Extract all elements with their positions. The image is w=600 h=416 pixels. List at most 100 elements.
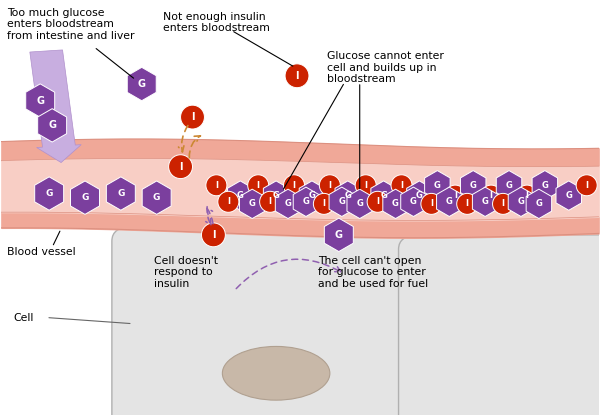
Polygon shape	[383, 189, 408, 218]
Text: G: G	[308, 191, 316, 200]
Polygon shape	[106, 177, 136, 210]
Text: G: G	[410, 197, 417, 206]
Ellipse shape	[457, 193, 478, 214]
Polygon shape	[472, 187, 498, 216]
Text: G: G	[446, 197, 453, 206]
Text: Cell: Cell	[13, 312, 34, 322]
Ellipse shape	[313, 193, 334, 214]
Text: I: I	[466, 199, 469, 208]
Text: G: G	[356, 199, 363, 208]
Ellipse shape	[421, 193, 442, 214]
Text: Not enough insulin
enters bloodstream: Not enough insulin enters bloodstream	[163, 12, 269, 33]
Polygon shape	[329, 187, 355, 216]
Ellipse shape	[223, 347, 330, 400]
Polygon shape	[335, 181, 361, 210]
Polygon shape	[127, 67, 156, 101]
Text: I: I	[364, 181, 367, 190]
Text: G: G	[82, 193, 89, 202]
Text: G: G	[506, 181, 512, 190]
Ellipse shape	[367, 191, 388, 212]
Text: I: I	[257, 181, 260, 190]
Polygon shape	[239, 189, 265, 218]
Text: I: I	[585, 181, 588, 190]
Text: I: I	[227, 197, 230, 206]
Ellipse shape	[481, 185, 502, 206]
Text: I: I	[328, 181, 331, 190]
Text: Glucose cannot enter
cell and builds up in
bloodstream: Glucose cannot enter cell and builds up …	[327, 51, 444, 84]
Text: I: I	[526, 191, 529, 200]
Text: G: G	[153, 193, 160, 202]
Polygon shape	[532, 171, 557, 200]
Polygon shape	[347, 189, 373, 218]
Text: G: G	[416, 191, 423, 200]
Ellipse shape	[285, 64, 309, 88]
Ellipse shape	[260, 191, 281, 212]
Text: I: I	[454, 191, 457, 200]
Text: G: G	[117, 189, 125, 198]
Ellipse shape	[355, 175, 376, 196]
Polygon shape	[496, 171, 522, 200]
Polygon shape	[401, 187, 426, 216]
Polygon shape	[371, 181, 397, 210]
Ellipse shape	[493, 193, 514, 214]
Text: G: G	[535, 199, 542, 208]
Ellipse shape	[169, 155, 193, 178]
Text: G: G	[434, 181, 441, 190]
Text: I: I	[269, 197, 272, 206]
Polygon shape	[227, 181, 253, 210]
Text: Cell doesn't
respond to
insulin: Cell doesn't respond to insulin	[154, 255, 218, 289]
Polygon shape	[263, 181, 289, 210]
Text: G: G	[482, 197, 488, 206]
Ellipse shape	[284, 175, 305, 196]
Text: G: G	[380, 191, 387, 200]
Polygon shape	[275, 189, 301, 218]
Text: I: I	[376, 197, 379, 206]
Text: G: G	[541, 181, 548, 190]
Text: G: G	[338, 197, 345, 206]
Ellipse shape	[218, 191, 239, 212]
Text: Blood vessel: Blood vessel	[7, 247, 76, 257]
Text: G: G	[392, 199, 399, 208]
Text: I: I	[502, 199, 505, 208]
Polygon shape	[508, 187, 534, 216]
Text: Too much glucose
enters bloodstream
from intestine and liver: Too much glucose enters bloodstream from…	[7, 7, 135, 41]
Text: G: G	[237, 191, 244, 200]
Text: The cell can't open
for glucose to enter
and be used for fuel: The cell can't open for glucose to enter…	[318, 255, 428, 289]
Text: G: G	[335, 230, 343, 240]
Ellipse shape	[248, 175, 269, 196]
Text: G: G	[138, 79, 146, 89]
Ellipse shape	[391, 175, 412, 196]
Text: G: G	[344, 191, 351, 200]
Text: G: G	[284, 199, 292, 208]
FancyBboxPatch shape	[398, 235, 600, 416]
Text: I: I	[322, 199, 325, 208]
Text: I: I	[191, 112, 194, 122]
Ellipse shape	[206, 175, 227, 196]
Text: I: I	[179, 162, 182, 172]
Text: I: I	[215, 181, 218, 190]
Ellipse shape	[181, 105, 205, 129]
Text: G: G	[518, 197, 524, 206]
Polygon shape	[299, 181, 325, 210]
Text: G: G	[46, 189, 53, 198]
Text: I: I	[212, 230, 215, 240]
Polygon shape	[38, 109, 67, 142]
Polygon shape	[460, 171, 486, 200]
Text: G: G	[48, 120, 56, 130]
FancyBboxPatch shape	[112, 227, 452, 416]
Polygon shape	[556, 181, 581, 210]
Polygon shape	[437, 187, 462, 216]
Polygon shape	[26, 84, 55, 117]
Text: G: G	[302, 197, 310, 206]
Text: I: I	[430, 199, 433, 208]
Polygon shape	[35, 177, 64, 210]
Ellipse shape	[445, 185, 466, 206]
Polygon shape	[142, 181, 171, 214]
Polygon shape	[293, 187, 319, 216]
Text: I: I	[295, 71, 299, 81]
Polygon shape	[526, 189, 551, 218]
Polygon shape	[71, 181, 100, 214]
Text: I: I	[293, 181, 296, 190]
Text: I: I	[490, 191, 493, 200]
Text: I: I	[400, 181, 403, 190]
